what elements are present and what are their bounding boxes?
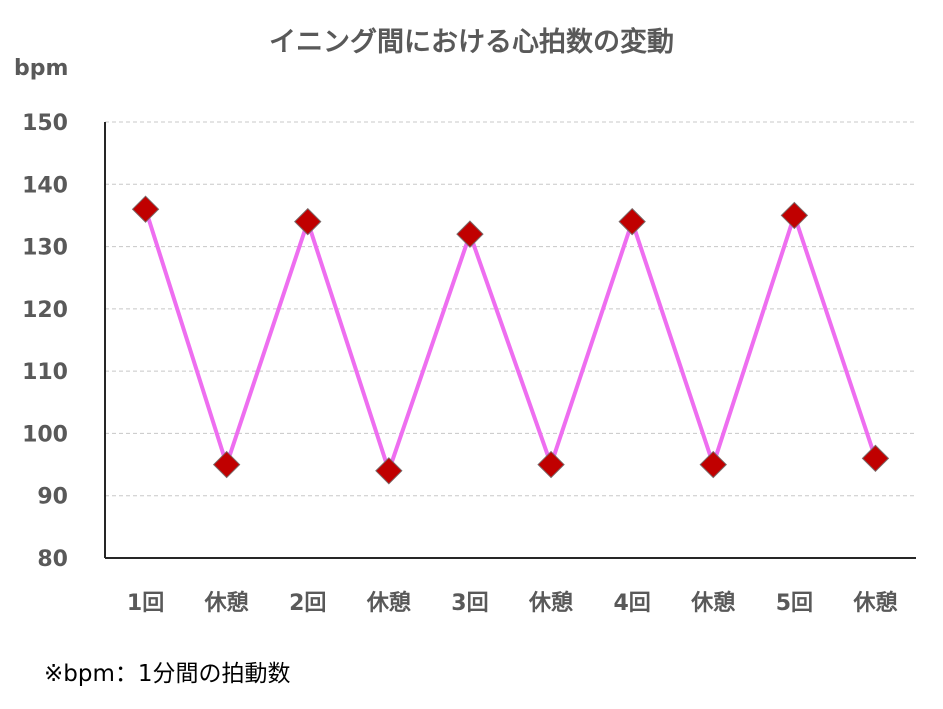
chart-title: イニング間における心拍数の変動	[269, 27, 674, 58]
data-point-marker-8	[699, 450, 727, 479]
data-point-marker-6	[537, 450, 565, 479]
x-tick-label-4: 休憩	[366, 590, 411, 616]
x-tick-label-3: 2回	[289, 591, 326, 616]
x-tick-label-8: 休憩	[690, 590, 735, 616]
series-line	[143, 208, 878, 478]
x-tick-label-6: 休憩	[528, 590, 573, 616]
y-tick-label-130: 130	[22, 236, 68, 261]
x-tick-label-10: 休憩	[852, 590, 897, 616]
y-tick-label-150: 150	[22, 111, 68, 136]
x-tick-label-2: 休憩	[204, 590, 249, 616]
y-tick-label-140: 140	[22, 173, 68, 198]
x-tick-label-9: 5回	[776, 591, 813, 616]
y-tick-label-110: 110	[22, 360, 68, 385]
y-tick-label-80: 80	[37, 547, 68, 572]
y-tick-label-120: 120	[22, 298, 68, 323]
data-point-marker-10	[861, 444, 890, 473]
data-point-marker-2	[212, 450, 241, 479]
footnote: ※bpm：1分間の拍動数	[44, 661, 291, 687]
y-tick-label-100: 100	[22, 422, 68, 447]
series-line-1	[143, 208, 878, 478]
axes	[104, 122, 916, 559]
y-tick-labels: 80 90 100 110 120 130 140 150	[22, 111, 68, 572]
x-tick-label-1: 1回	[127, 591, 164, 616]
data-point-marker-4	[375, 457, 403, 485]
series-markers	[131, 195, 890, 485]
y-axis-unit-label: bpm	[14, 56, 69, 81]
data-point-marker-7	[618, 207, 646, 236]
y-tick-label-90: 90	[37, 485, 68, 510]
x-tick-label-7: 4回	[613, 591, 650, 616]
data-point-marker-5	[456, 220, 484, 248]
data-point-marker-1	[131, 195, 160, 223]
x-tick-label-5: 3回	[451, 591, 488, 616]
x-tick-labels: 1回 休憩 2回 休憩 3回 休憩 4回 休憩 5回 休憩	[127, 590, 898, 616]
data-point-marker-9	[780, 201, 809, 230]
grid-lines	[105, 121, 916, 497]
data-point-marker-3	[294, 207, 322, 236]
